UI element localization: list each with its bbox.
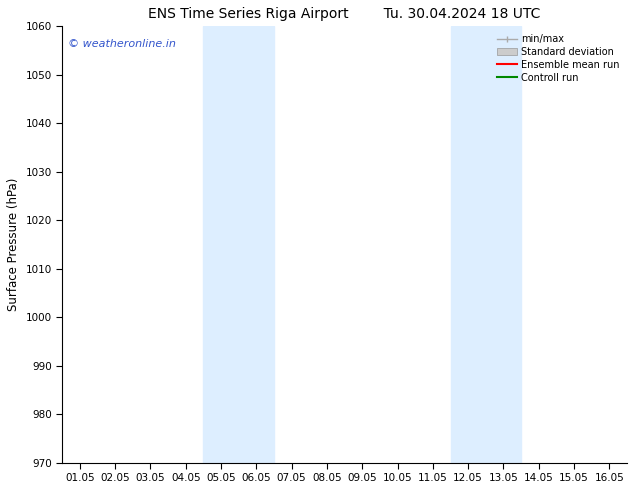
Text: © weatheronline.in: © weatheronline.in xyxy=(68,39,176,49)
Bar xyxy=(204,26,274,463)
Y-axis label: Surface Pressure (hPa): Surface Pressure (hPa) xyxy=(7,178,20,311)
Bar xyxy=(451,26,521,463)
Title: ENS Time Series Riga Airport        Tu. 30.04.2024 18 UTC: ENS Time Series Riga Airport Tu. 30.04.2… xyxy=(148,7,541,21)
Legend: min/max, Standard deviation, Ensemble mean run, Controll run: min/max, Standard deviation, Ensemble me… xyxy=(495,31,622,86)
